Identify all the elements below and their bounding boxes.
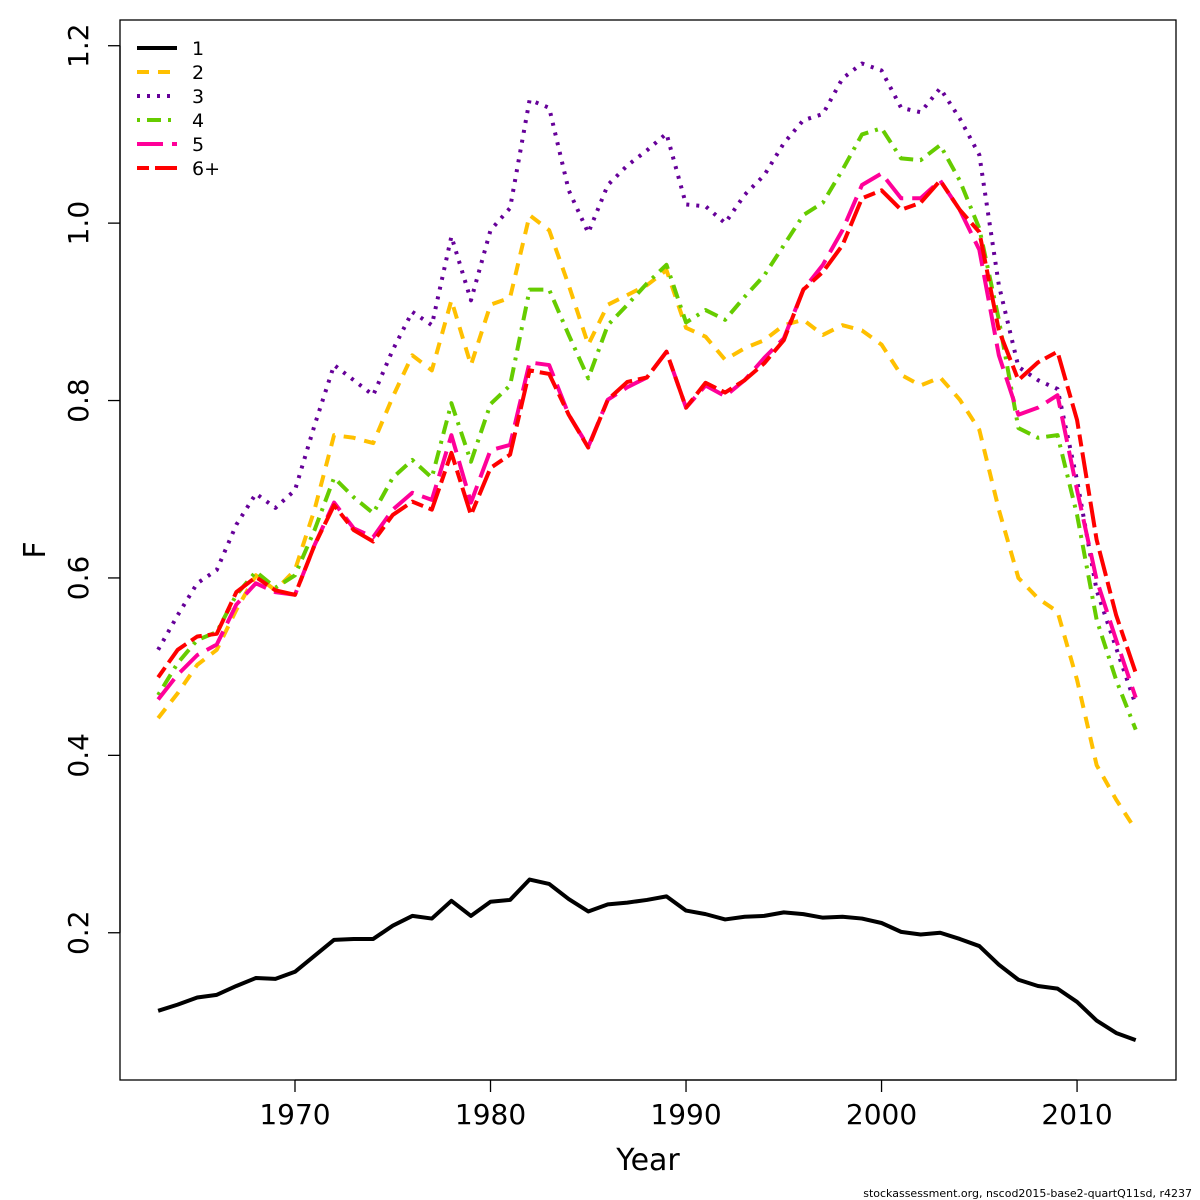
series-line xyxy=(156,171,1138,701)
series-line xyxy=(157,877,1137,1042)
y-tick-label: 0.6 xyxy=(62,556,95,601)
x-tick-label: 2010 xyxy=(1041,1098,1112,1131)
y-tick-label: 0.4 xyxy=(62,733,95,778)
x-tick-label: 1990 xyxy=(650,1098,721,1131)
legend-label: 6+ xyxy=(192,158,220,180)
plot-frame xyxy=(119,19,1177,1081)
series-line xyxy=(156,126,1138,731)
y-axis-label: F xyxy=(18,541,53,558)
y-tick-label: 0.8 xyxy=(62,378,95,423)
y-tick-label: 1.0 xyxy=(62,201,95,246)
legend-label: 4 xyxy=(192,110,204,132)
legend-label: 3 xyxy=(192,86,204,108)
x-axis-label: Year xyxy=(615,1143,680,1178)
series-line xyxy=(156,61,1138,706)
x-tick-label: 1980 xyxy=(455,1098,526,1131)
footnote: stockassessment.org, nscod2015-base2-qua… xyxy=(863,1187,1192,1200)
x-tick-label: 1970 xyxy=(259,1098,330,1131)
legend-label: 5 xyxy=(192,134,204,156)
legend-label: 2 xyxy=(192,62,204,84)
x-tick-label: 2000 xyxy=(846,1098,917,1131)
y-tick-label: 1.2 xyxy=(62,23,95,68)
series-line xyxy=(156,178,1138,679)
y-tick-label: 0.2 xyxy=(62,910,95,955)
series-line xyxy=(156,213,1138,831)
legend-label: 1 xyxy=(192,38,204,60)
